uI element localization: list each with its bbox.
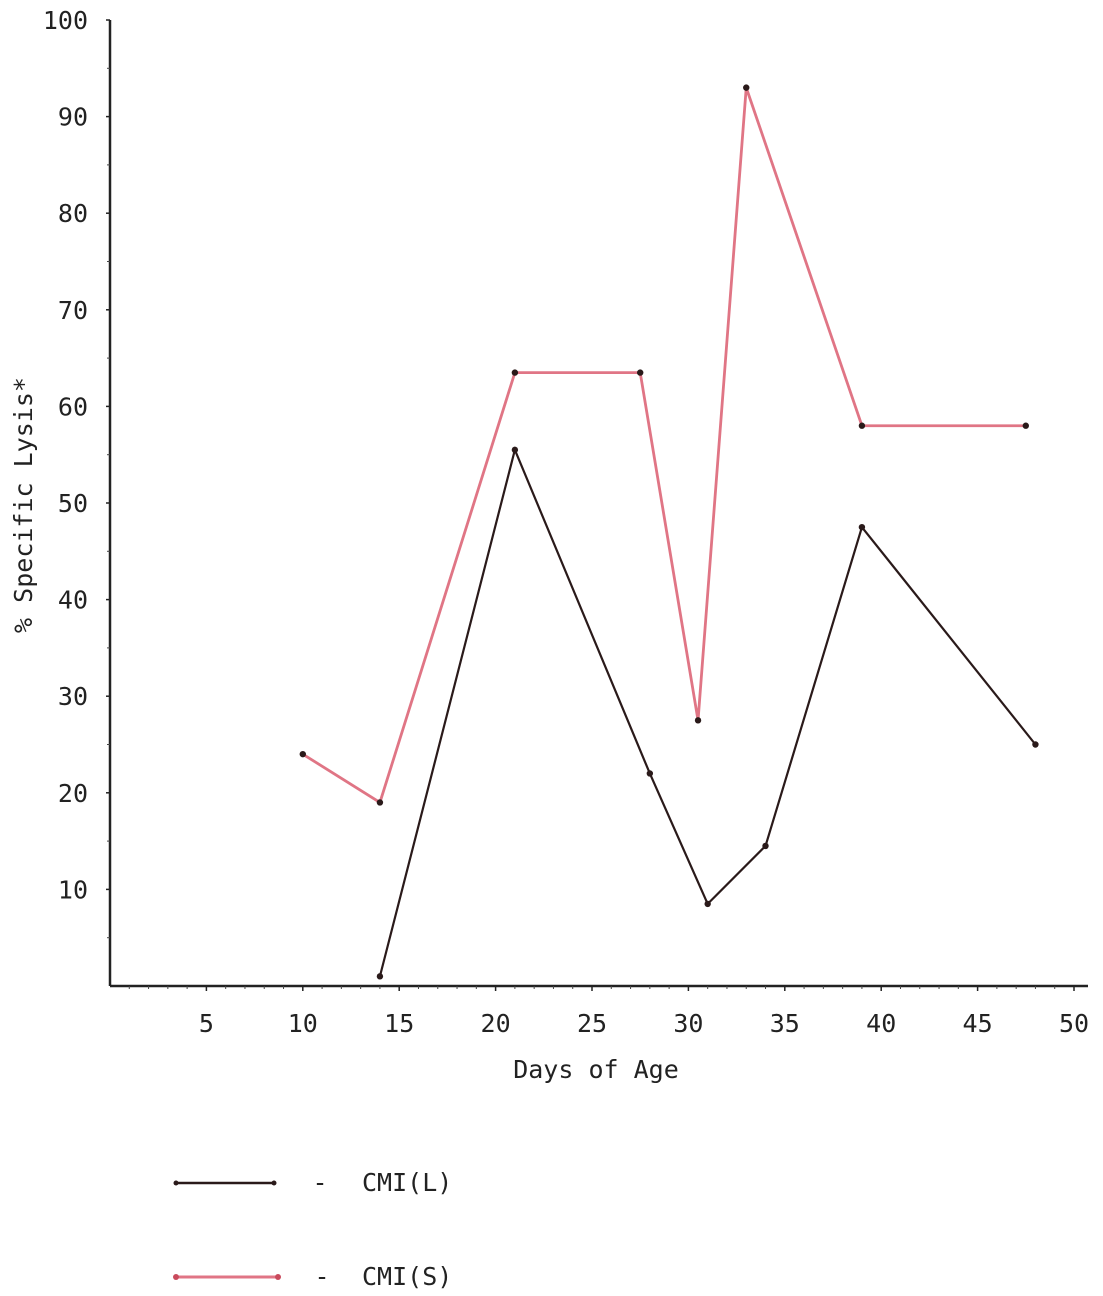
y-tick-label: 80 — [58, 199, 88, 228]
y-axis-title: % Specific Lysis* — [9, 377, 38, 633]
x-tick-label: 40 — [866, 1009, 896, 1038]
legend-item-cmi-s: - CMI(S) — [173, 1262, 452, 1291]
y-tick-label: 20 — [58, 779, 88, 808]
x-tick-label: 5 — [199, 1009, 214, 1038]
data-point-cmi-l — [646, 770, 654, 777]
series-cmi-s — [299, 84, 1029, 806]
legend-swatch-end-left — [173, 1180, 179, 1186]
y-tick-label: 60 — [58, 392, 88, 421]
series-line-cmi-s — [302, 87, 1026, 805]
x-tick-label: 50 — [1059, 1009, 1089, 1038]
x-tick-label: 15 — [384, 1009, 414, 1038]
series-line-cmi-l — [378, 446, 1037, 977]
legend-dash: - — [312, 1168, 327, 1197]
data-point-cmi-s — [743, 84, 750, 91]
data-point-cmi-l — [1032, 741, 1039, 748]
y-tick-label: 10 — [58, 875, 88, 904]
data-point-cmi-s — [1022, 422, 1029, 429]
x-axis-title: Days of Age — [513, 1055, 679, 1084]
series-layer — [299, 84, 1039, 980]
legend-dash: - — [314, 1262, 329, 1291]
data-point-cmi-s — [858, 422, 866, 429]
y-tick-label: 70 — [58, 296, 88, 325]
x-tick-label: 35 — [770, 1009, 800, 1038]
legend-swatch-end-left — [173, 1274, 179, 1280]
axes — [108, 20, 1088, 988]
axis-ticks: 5 10 15 20 25 30 35 40 45 50 10 20 30 40 50 60 70 80 90 100 — [43, 6, 1089, 1038]
legend-label-cmi-l: CMI(L) — [362, 1168, 452, 1197]
legend-swatch-end-right — [275, 1274, 281, 1280]
x-tick-label: 30 — [673, 1009, 703, 1038]
x-tick-label: 20 — [481, 1009, 511, 1038]
y-tick-label: 40 — [58, 586, 88, 615]
legend: - CMI(L) - CMI(S) — [173, 1168, 452, 1291]
data-point-cmi-l — [511, 446, 519, 454]
legend-item-cmi-l: - CMI(L) — [173, 1168, 452, 1197]
y-tick-label: 90 — [58, 103, 88, 132]
data-point-cmi-s — [299, 750, 306, 758]
data-point-cmi-s — [694, 717, 702, 724]
legend-swatch-end-right — [271, 1180, 277, 1186]
x-tick-label: 25 — [577, 1009, 607, 1038]
legend-label-cmi-s: CMI(S) — [362, 1262, 452, 1291]
data-point-cmi-l — [762, 842, 769, 850]
y-tick-label: 100 — [43, 6, 88, 35]
data-point-cmi-s — [637, 369, 644, 376]
data-point-cmi-s — [376, 799, 384, 806]
data-point-cmi-l — [704, 900, 711, 908]
y-tick-label: 50 — [58, 489, 88, 518]
x-tick-label: 10 — [288, 1009, 318, 1038]
series-cmi-l — [376, 446, 1039, 980]
x-tick-label: 45 — [963, 1009, 993, 1038]
data-point-cmi-l — [858, 523, 866, 531]
data-point-cmi-s — [511, 369, 519, 376]
data-point-cmi-l — [376, 973, 384, 980]
y-tick-label: 30 — [58, 682, 88, 711]
